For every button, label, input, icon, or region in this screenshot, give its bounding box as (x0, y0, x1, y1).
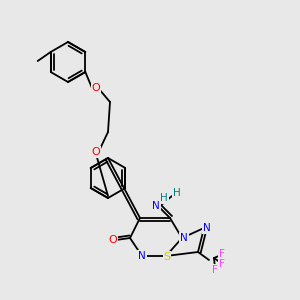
Text: F: F (219, 249, 225, 259)
Text: F: F (212, 265, 218, 275)
Text: H: H (173, 188, 181, 198)
Text: F: F (219, 259, 225, 269)
Text: N: N (138, 251, 146, 261)
Text: H: H (160, 193, 168, 203)
Text: S: S (164, 252, 171, 262)
Text: N: N (180, 233, 188, 243)
Text: O: O (92, 83, 100, 93)
Text: N: N (203, 223, 211, 233)
Text: O: O (109, 235, 117, 245)
Text: O: O (92, 147, 100, 157)
Text: N: N (152, 201, 160, 211)
